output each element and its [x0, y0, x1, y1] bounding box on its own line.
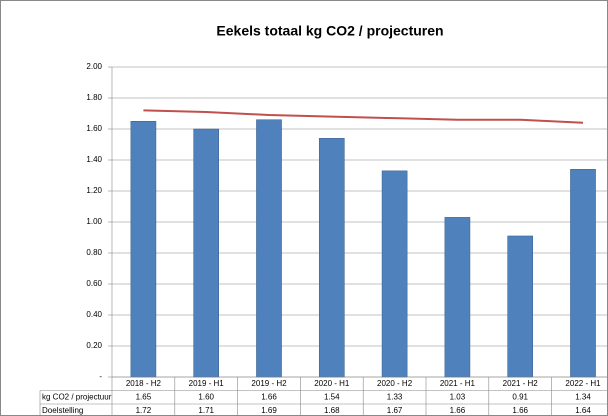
- y-tick-label: 1.20: [86, 186, 102, 195]
- data-label: 1.66: [450, 406, 466, 415]
- bar: [570, 169, 596, 378]
- data-label: 1.64: [575, 406, 591, 415]
- y-tick-label: 1.60: [86, 124, 102, 133]
- y-tick-label: 0.80: [86, 248, 102, 257]
- data-label: 1.72: [136, 406, 152, 415]
- x-tick-label: 2020 - H1: [314, 379, 350, 388]
- bar: [444, 217, 471, 378]
- legend-label: Doelstelling: [42, 406, 83, 415]
- x-tick-label: 2022 - H1: [565, 379, 601, 388]
- y-tick-label: 1.00: [86, 217, 102, 226]
- x-tick-label: 2021 - H2: [503, 379, 539, 388]
- data-label: 1.54: [324, 392, 340, 401]
- bar: [256, 119, 282, 378]
- target-line: [143, 109, 584, 124]
- y-tick-label: 0.40: [86, 310, 102, 319]
- chart-title: Eekels totaal kg CO2 / projecturen: [216, 23, 443, 39]
- data-label: 1.65: [136, 392, 152, 401]
- data-label: 1.66: [261, 392, 277, 401]
- data-label: 1.71: [198, 406, 214, 415]
- y-tick-label: 1.80: [86, 93, 102, 102]
- x-tick-label: 2018 - H2: [126, 379, 162, 388]
- x-tick-label: 2019 - H1: [189, 379, 225, 388]
- data-label: 1.34: [575, 392, 591, 401]
- y-tick-label: 0.60: [86, 279, 102, 288]
- data-label: 1.68: [324, 406, 340, 415]
- data-label: 1.66: [512, 406, 528, 415]
- y-tick-label: 1.40: [86, 155, 102, 164]
- x-tick-label: 2021 - H1: [440, 379, 476, 388]
- legend-label: kg CO2 / projectuur: [42, 392, 112, 401]
- data-label: 1.33: [387, 392, 403, 401]
- data-label: 0.91: [512, 392, 528, 401]
- x-tick-label: 2020 - H2: [377, 379, 413, 388]
- data-label: 1.60: [198, 392, 214, 401]
- bar: [507, 235, 534, 378]
- bar: [381, 170, 408, 378]
- y-tick-label: -: [99, 372, 102, 381]
- bar: [193, 128, 220, 378]
- x-tick-label: 2019 - H2: [251, 379, 287, 388]
- data-label: 1.69: [261, 406, 277, 415]
- y-tick-label: 2.00: [86, 62, 102, 71]
- bar: [130, 121, 157, 378]
- y-tick-label: 0.20: [86, 341, 102, 350]
- data-label: 1.03: [450, 392, 466, 401]
- bar: [318, 138, 345, 378]
- data-label: 1.67: [387, 406, 403, 415]
